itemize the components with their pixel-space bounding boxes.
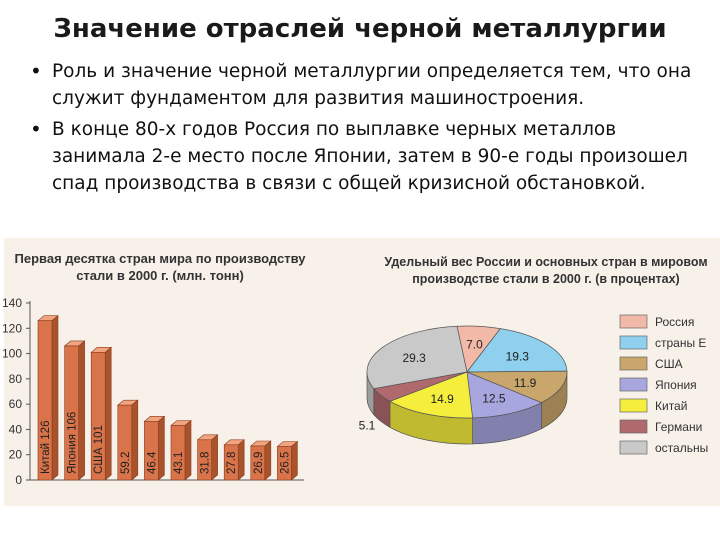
bar-side: [291, 440, 298, 481]
bar-label: Япония 106: [67, 412, 79, 474]
bar-label: США 101: [93, 425, 105, 474]
bar-label: Китай 126: [40, 421, 52, 474]
pie-value-label: 5.1: [359, 419, 376, 433]
legend-label: Китай: [655, 399, 687, 413]
bar-label: 31.8: [200, 452, 212, 474]
bar: [170, 425, 186, 481]
legend-swatch: [619, 377, 648, 392]
bar-side: [237, 439, 245, 481]
legend-label: остальны: [655, 441, 708, 455]
bar-side: [51, 315, 59, 481]
bar-side: [78, 340, 85, 481]
y-tick-label: 40: [9, 422, 23, 436]
legend-label: Япония: [655, 378, 697, 392]
legend-label: США: [655, 357, 683, 371]
bar-label: 46.4: [146, 451, 158, 474]
legend-label: страны Е: [655, 336, 706, 350]
bar: [277, 446, 292, 481]
pie-value-label: 14.9: [430, 392, 454, 406]
bullet-item: В конце 80-х годов Россия по выплавке че…: [28, 116, 698, 197]
y-tick-label: 0: [15, 473, 22, 487]
bar-label: 27.8: [226, 452, 238, 474]
bullet-item: Роль и значение черной металлургии опред…: [28, 58, 698, 112]
pie-slice: [389, 371, 473, 419]
bar-label: 59.2: [120, 452, 132, 474]
bar: [90, 352, 106, 481]
pie-slice: [466, 371, 543, 419]
y-tick-label: 100: [2, 347, 22, 361]
legend-label: Германи: [655, 420, 702, 434]
bar: [197, 439, 212, 481]
bullet-list: Роль и значение черной металлургии опред…: [28, 58, 698, 201]
legend-swatch: [619, 398, 648, 413]
legend-swatch: [619, 314, 648, 329]
bar: [144, 421, 159, 481]
bar: [117, 404, 133, 481]
pie-slice: [366, 325, 468, 390]
y-tick-label: 60: [9, 397, 23, 411]
legend-swatch: [619, 440, 648, 455]
bar-label: 43.1: [173, 452, 185, 474]
bar: [37, 320, 53, 481]
pie-value-label: 29.3: [402, 351, 426, 365]
legend-label: Россия: [655, 315, 694, 329]
pie-slice: [466, 328, 568, 373]
bar-chart-title: Первая десятка стран мира по производств…: [14, 251, 306, 283]
bar: [223, 444, 239, 481]
bar-side: [211, 434, 218, 481]
pie-value-label: 7.0: [466, 338, 483, 352]
pie-value-label: 11.9: [514, 376, 537, 390]
bar-side: [264, 440, 272, 481]
y-tick-label: 120: [2, 321, 22, 335]
bar-side: [184, 419, 192, 481]
legend-swatch: [619, 356, 648, 371]
pie-value-label: 19.3: [506, 349, 530, 363]
bar-side: [158, 415, 165, 481]
pie-slice: [466, 370, 568, 404]
bar-side: [104, 346, 112, 481]
y-tick-label: 20: [9, 448, 23, 462]
y-tick-label: 80: [9, 372, 23, 386]
bar-label: 26.9: [253, 452, 265, 474]
bar-side: [131, 399, 139, 481]
legend-swatch: [619, 419, 648, 434]
slide-title: Значение отраслей черной металлургии: [53, 14, 667, 44]
y-tick-label: 140: [2, 296, 22, 310]
legend-swatch: [619, 335, 648, 350]
pie-chart-title: Удельный вес России и основных стран в м…: [384, 255, 708, 286]
pie-value-label: 12.5: [482, 392, 506, 406]
bar: [64, 345, 79, 481]
bar-label: 26.5: [279, 452, 291, 474]
bar: [250, 445, 266, 481]
